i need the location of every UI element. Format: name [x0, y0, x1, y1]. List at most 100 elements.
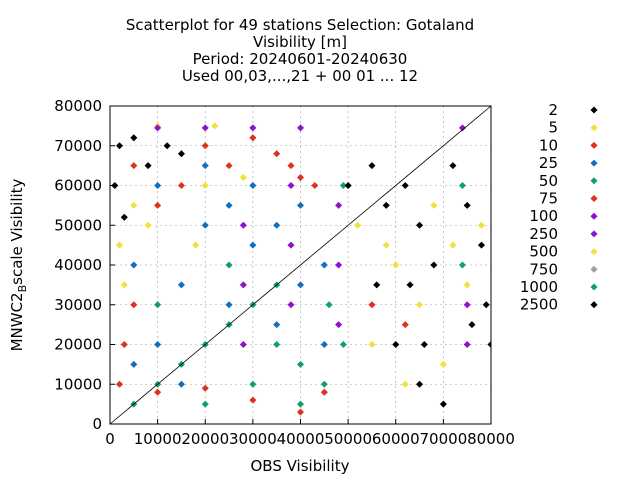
data-point	[477, 241, 486, 249]
y-axis-label: MNWC2Bscale Visibility	[8, 178, 29, 351]
legend-label: 100	[529, 207, 558, 225]
data-point	[144, 221, 152, 229]
data-point	[177, 281, 185, 289]
x-tick-label: 70000	[420, 430, 468, 448]
data-point	[482, 301, 490, 309]
data-point	[287, 241, 295, 249]
data-point	[225, 301, 233, 309]
data-point	[392, 261, 400, 269]
legend-marker	[590, 230, 598, 238]
data-point	[249, 181, 257, 190]
data-point	[249, 124, 257, 132]
data-point	[296, 408, 305, 416]
data-point	[115, 142, 124, 150]
data-point	[463, 301, 471, 309]
legend-label: 10	[539, 136, 558, 154]
data-point	[296, 281, 305, 289]
data-point	[211, 122, 219, 130]
data-point	[344, 181, 352, 190]
data-point	[273, 221, 281, 229]
legend-marker	[590, 124, 598, 132]
chart-title: Scatterplot for 49 stations Selection: G…	[126, 16, 474, 85]
x-tick-label: 20000	[181, 430, 229, 448]
data-point	[201, 221, 209, 229]
data-point	[392, 340, 400, 349]
data-point	[192, 241, 200, 249]
data-point	[439, 400, 447, 408]
data-point	[177, 380, 185, 388]
data-point	[239, 221, 247, 229]
legend-label: 500	[529, 243, 558, 261]
data-point	[144, 162, 152, 170]
data-point	[463, 340, 471, 349]
x-axis-label: OBS Visibility	[251, 457, 350, 475]
data-point	[130, 261, 138, 269]
y-tick-label: 10000	[54, 375, 102, 393]
legend-marker	[590, 283, 598, 291]
data-point	[201, 142, 209, 150]
legend-marker	[590, 159, 598, 167]
data-point	[130, 301, 138, 309]
legend-label: 50	[539, 172, 558, 190]
legend-label: 750	[529, 260, 558, 278]
data-point	[382, 201, 390, 209]
legend-label: 2500	[520, 296, 558, 314]
data-point	[416, 301, 424, 309]
data-point	[296, 174, 305, 182]
data-point	[325, 301, 333, 309]
legend-marker	[590, 265, 598, 273]
data-point	[463, 281, 471, 289]
data-point	[154, 340, 162, 349]
data-point	[449, 162, 457, 170]
data-point	[320, 388, 328, 396]
data-point	[368, 340, 376, 349]
data-point	[273, 321, 281, 329]
y-tick-label: 70000	[54, 137, 102, 155]
data-point	[335, 201, 343, 209]
data-point	[201, 124, 209, 132]
data-point	[416, 221, 424, 229]
data-point	[401, 321, 409, 329]
y-axis-label-subscript: B	[16, 285, 29, 293]
y-tick-label: 50000	[54, 216, 102, 234]
data-point	[373, 281, 381, 289]
data-point	[239, 340, 247, 349]
x-tick-label: 60000	[372, 430, 420, 448]
legend-marker	[590, 177, 598, 185]
data-point	[225, 261, 233, 269]
data-point	[339, 181, 347, 190]
data-point	[320, 340, 328, 349]
data-point	[406, 281, 414, 289]
x-tick-label: 0	[105, 430, 115, 448]
data-point	[120, 340, 128, 349]
data-point	[201, 181, 209, 190]
data-point	[477, 221, 486, 229]
data-point	[287, 181, 295, 190]
data-point	[382, 241, 390, 249]
title-line-2: Visibility [m]	[253, 33, 347, 51]
data-point	[296, 124, 305, 132]
data-point	[130, 201, 138, 209]
y-tick-label: 80000	[54, 97, 102, 115]
legend-marker	[590, 141, 598, 149]
data-point	[120, 213, 128, 221]
data-point	[154, 301, 162, 309]
data-point	[154, 201, 162, 209]
legend-marker	[590, 301, 598, 309]
data-point	[296, 400, 305, 408]
legend-marker	[590, 106, 598, 114]
data-point	[154, 181, 162, 190]
data-point	[458, 261, 466, 269]
data-point	[487, 340, 491, 349]
y-tick-label: 60000	[54, 177, 102, 195]
grid-lines	[110, 106, 491, 424]
data-point	[420, 340, 428, 349]
data-point	[468, 321, 476, 329]
data-point	[458, 181, 466, 190]
data-point	[115, 380, 124, 388]
data-point	[273, 340, 281, 349]
data-point	[339, 340, 347, 349]
data-point	[249, 380, 257, 388]
x-tick-label: 50000	[324, 430, 372, 448]
